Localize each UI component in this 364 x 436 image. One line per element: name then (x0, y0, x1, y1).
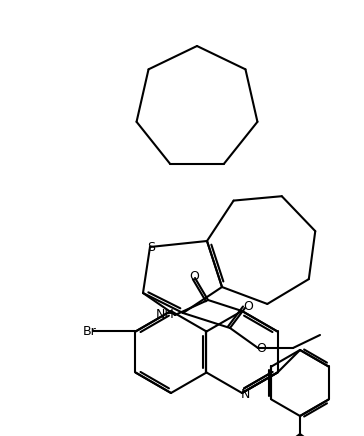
Text: Br: Br (83, 325, 96, 338)
Text: NH: NH (156, 307, 174, 320)
Text: O: O (243, 300, 253, 313)
Text: O: O (189, 270, 199, 283)
Text: S: S (147, 241, 155, 253)
Text: N: N (240, 388, 250, 402)
Text: O: O (256, 343, 266, 355)
